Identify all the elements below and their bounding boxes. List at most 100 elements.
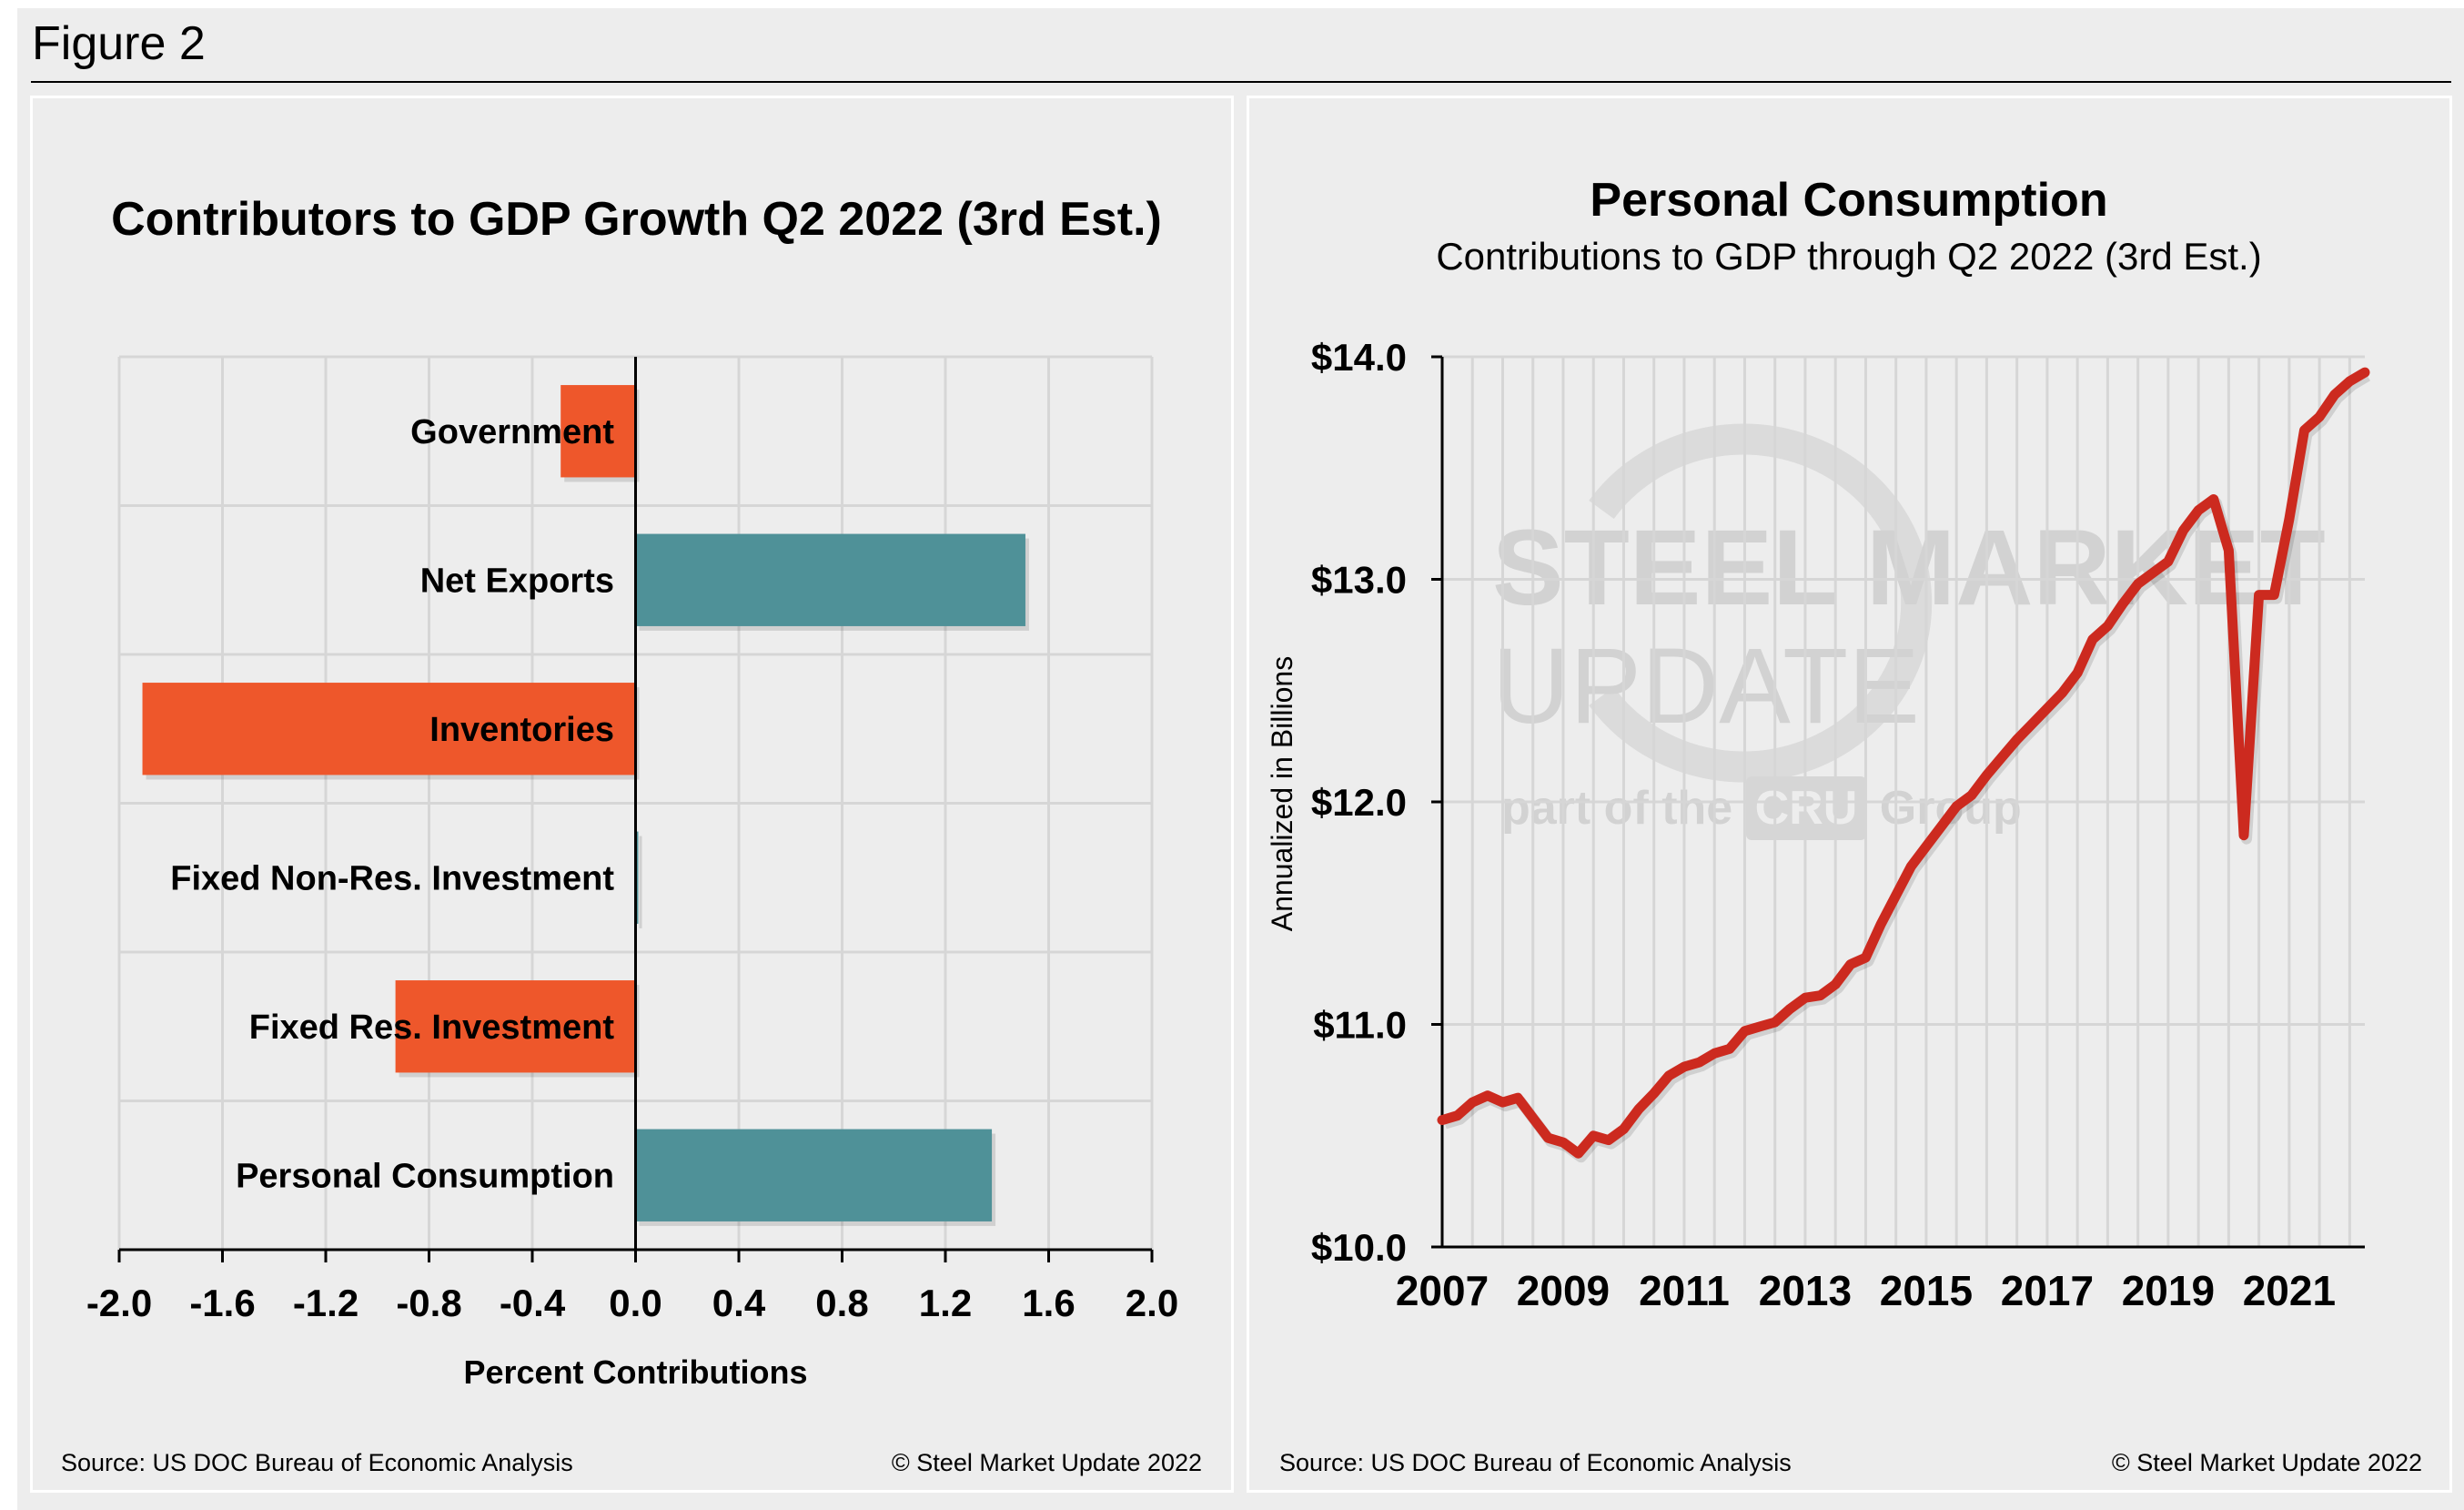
data-point [1955, 805, 1958, 807]
data-point [1970, 794, 1973, 796]
data-point [1638, 1108, 1641, 1110]
x-tick-label: 1.2 [919, 1282, 972, 1324]
data-point [1471, 1101, 1474, 1104]
data-point [1501, 1101, 1504, 1104]
x-tick-label: -1.2 [293, 1282, 358, 1324]
data-point [2015, 738, 2018, 741]
x-tick-label: -1.6 [189, 1282, 255, 1324]
data-point [2227, 549, 2230, 552]
data-point [2152, 572, 2155, 574]
y-tick-label: $12.0 [1311, 781, 1407, 824]
data-point [2045, 707, 2048, 710]
category-label: Fixed Non-Res. Investment [170, 859, 614, 897]
data-point [2364, 371, 2366, 374]
line-chart-panel [1247, 96, 2452, 1493]
line-source: Source: US DOC Bureau of Economic Analys… [1279, 1449, 1792, 1476]
data-point [1834, 983, 1837, 986]
x-tick-label: -0.4 [500, 1282, 566, 1324]
data-point [2001, 756, 2004, 759]
data-point [1622, 1128, 1625, 1130]
x-tick-label: 2019 [2122, 1267, 2215, 1314]
data-point [1985, 774, 1988, 776]
x-tick-label: 0.8 [815, 1282, 868, 1324]
data-point [1456, 1114, 1459, 1117]
data-point [1607, 1139, 1610, 1141]
bar-personal-consumption [635, 1129, 993, 1221]
data-point [2303, 429, 2306, 431]
bar-government [560, 385, 636, 478]
data-point [2273, 593, 2276, 596]
data-point [2197, 509, 2200, 512]
data-point [1547, 1137, 1550, 1140]
data-point [2348, 380, 2351, 382]
data-point [1864, 957, 1867, 959]
x-tick-label: 2017 [2001, 1267, 2094, 1314]
data-point [1441, 1119, 1443, 1121]
y-tick-label: $14.0 [1311, 336, 1407, 379]
x-tick-label: 2011 [1639, 1267, 1730, 1314]
bar-net-exports [635, 533, 1025, 626]
x-tick-label: 2021 [2243, 1267, 2336, 1314]
series-line-personal-consumption [1437, 367, 2370, 1159]
y-axis-label: Annualized in Billions [1266, 656, 1298, 931]
x-tick-label: 2009 [1517, 1267, 1610, 1314]
data-point [1698, 1061, 1701, 1064]
data-point [2333, 393, 2336, 396]
data-point [1789, 1008, 1792, 1010]
figure-title: Figure 2 [32, 17, 206, 70]
data-point [2031, 723, 2034, 725]
bar-fixed-res-investment [395, 980, 636, 1073]
x-tick-label: 2.0 [1126, 1282, 1178, 1324]
data-point [1894, 894, 1897, 897]
y-tick-label: $11.0 [1313, 1004, 1407, 1047]
data-point [1759, 1025, 1762, 1028]
bar-chart-panel [30, 96, 1234, 1493]
data-point [1668, 1074, 1671, 1077]
bar-copyright: © Steel Market Update 2022 [891, 1449, 1202, 1476]
data-point [1652, 1092, 1655, 1095]
data-point [2182, 529, 2185, 532]
data-point [2122, 603, 2125, 605]
data-point [2287, 518, 2290, 521]
line-chart-subtitle: Contributions to GDP through Q2 2022 (3r… [1436, 235, 2261, 278]
data-point [2136, 583, 2139, 585]
y-tick-label: $10.0 [1311, 1226, 1407, 1269]
x-tick-label: -2.0 [86, 1282, 152, 1324]
data-point [1517, 1097, 1520, 1100]
data-point [2166, 560, 2169, 562]
data-point [2243, 834, 2246, 836]
data-point [2257, 593, 2260, 596]
bar-shadow [639, 836, 642, 928]
data-point [1486, 1094, 1489, 1097]
data-point [2061, 692, 2064, 694]
x-axis-label: Percent Contributions [463, 1353, 807, 1391]
line-copyright: © Steel Market Update 2022 [2111, 1449, 2422, 1476]
data-point [1531, 1117, 1534, 1120]
bar-inventories [142, 683, 636, 775]
x-tick-label: 2015 [1880, 1267, 1973, 1314]
x-tick-label: -0.8 [396, 1282, 461, 1324]
category-label: Government [410, 413, 614, 451]
data-point [2106, 624, 2109, 627]
data-point [2076, 672, 2079, 674]
data-point [1849, 963, 1852, 966]
category-label: Net Exports [420, 562, 614, 600]
x-tick-label: 2007 [1396, 1267, 1489, 1314]
data-point [2212, 498, 2215, 501]
data-point [1682, 1065, 1685, 1068]
data-point [1880, 923, 1883, 926]
data-point [1728, 1048, 1731, 1050]
x-tick-label: 0.4 [712, 1282, 766, 1324]
data-point [1924, 845, 1927, 847]
data-point [2091, 638, 2094, 641]
x-tick-label: 1.6 [1022, 1282, 1075, 1324]
data-point [1940, 825, 1943, 827]
line-chart-title: Personal Consumption [1590, 174, 2107, 227]
data-point [1803, 997, 1806, 999]
bar-chart-title: Contributors to GDP Growth Q2 2022 (3rd … [111, 193, 1162, 246]
category-label: Inventories [429, 711, 614, 749]
x-tick-label: 0.0 [609, 1282, 661, 1324]
data-point [1743, 1029, 1746, 1032]
